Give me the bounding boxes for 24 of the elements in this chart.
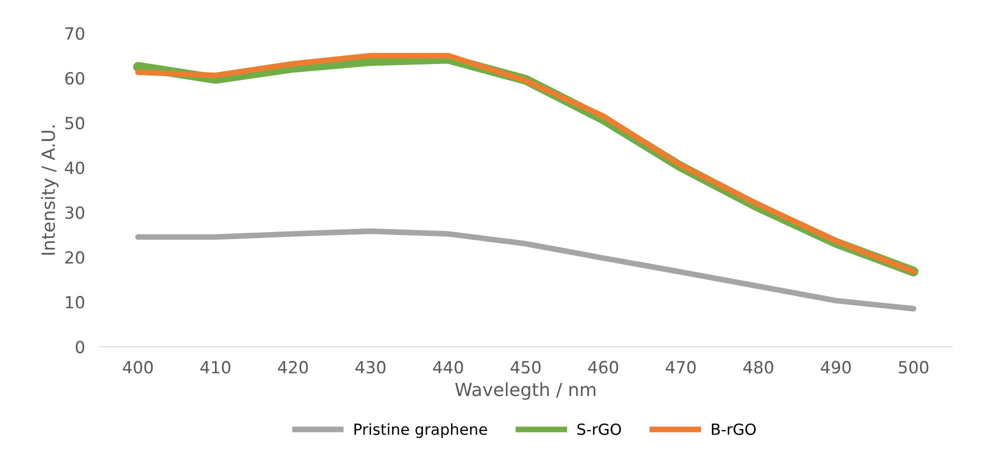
legend-label: B-rGO [712, 423, 756, 436]
x-tick-label: 460 [588, 360, 618, 374]
y-tick-label: 10 [66, 296, 84, 309]
x-tick-label: 480 [743, 360, 774, 374]
y-tick-label: 30 [65, 206, 84, 219]
x-tick-label: 420 [278, 360, 308, 374]
y-tick-label: 50 [65, 116, 84, 130]
y-tick-label: 20 [65, 251, 84, 264]
x-tick-label: 400 [122, 360, 153, 374]
y-tick-label: 70 [65, 27, 84, 40]
x-tick-label: 450 [510, 360, 541, 374]
y-axis-title: Intensity / A.U. [41, 126, 59, 255]
x-tick-label: 490 [820, 360, 851, 374]
x-tick-label: 500 [898, 360, 928, 374]
x-tick-label: 470 [666, 360, 696, 374]
y-tick-label: 0 [76, 340, 84, 354]
y-tick-label: 40 [64, 162, 84, 174]
legend-label: S-rGO [577, 423, 621, 436]
x-tick-label: 440 [433, 360, 464, 374]
legend-label: Pristine graphene [354, 423, 488, 438]
x-tick-label: 430 [356, 360, 386, 374]
x-axis-title: Wavelegth / nm [455, 382, 596, 400]
y-tick-label: 60 [65, 72, 84, 85]
x-tick-label: 410 [200, 360, 230, 374]
